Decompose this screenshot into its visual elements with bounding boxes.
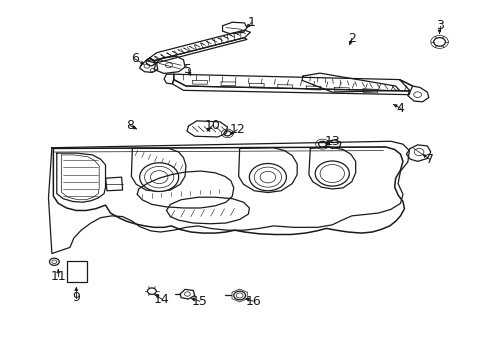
Polygon shape xyxy=(334,87,348,91)
Polygon shape xyxy=(154,56,184,73)
Text: 3: 3 xyxy=(435,19,443,32)
Polygon shape xyxy=(277,85,292,89)
Polygon shape xyxy=(180,289,194,299)
Polygon shape xyxy=(163,74,173,84)
Polygon shape xyxy=(238,148,297,193)
Polygon shape xyxy=(406,145,430,161)
Text: 6: 6 xyxy=(131,52,139,65)
Polygon shape xyxy=(48,141,408,253)
Polygon shape xyxy=(131,148,185,192)
Text: 7: 7 xyxy=(425,153,433,166)
Polygon shape xyxy=(222,22,246,34)
Circle shape xyxy=(233,291,245,300)
Polygon shape xyxy=(362,89,377,93)
Polygon shape xyxy=(172,80,409,95)
Circle shape xyxy=(49,258,59,265)
Text: 12: 12 xyxy=(229,123,244,136)
Circle shape xyxy=(249,163,286,191)
Text: 4: 4 xyxy=(396,102,404,115)
Polygon shape xyxy=(399,80,428,102)
Polygon shape xyxy=(186,121,227,137)
Polygon shape xyxy=(302,73,399,92)
Circle shape xyxy=(140,163,178,192)
FancyBboxPatch shape xyxy=(66,261,87,282)
Polygon shape xyxy=(305,86,320,90)
Polygon shape xyxy=(249,83,264,87)
Text: 13: 13 xyxy=(324,135,340,148)
Polygon shape xyxy=(140,60,158,72)
Circle shape xyxy=(147,288,156,294)
Text: 10: 10 xyxy=(204,119,220,132)
Text: 9: 9 xyxy=(72,291,80,304)
Polygon shape xyxy=(192,81,207,84)
Polygon shape xyxy=(137,171,233,208)
Text: 2: 2 xyxy=(347,32,355,45)
Polygon shape xyxy=(146,38,246,63)
Polygon shape xyxy=(326,140,340,148)
Polygon shape xyxy=(166,197,249,224)
Circle shape xyxy=(315,161,348,186)
Polygon shape xyxy=(105,177,122,191)
Text: 15: 15 xyxy=(191,295,207,308)
Polygon shape xyxy=(149,30,250,60)
Polygon shape xyxy=(221,82,235,86)
Text: 8: 8 xyxy=(125,119,134,132)
Text: 11: 11 xyxy=(50,270,66,283)
Text: 1: 1 xyxy=(247,16,255,29)
Polygon shape xyxy=(308,147,355,189)
Polygon shape xyxy=(57,153,105,202)
Text: 5: 5 xyxy=(184,63,192,76)
Polygon shape xyxy=(146,58,156,66)
Polygon shape xyxy=(173,74,412,91)
Polygon shape xyxy=(53,147,404,234)
Text: 14: 14 xyxy=(153,293,169,306)
Text: 16: 16 xyxy=(245,295,261,308)
